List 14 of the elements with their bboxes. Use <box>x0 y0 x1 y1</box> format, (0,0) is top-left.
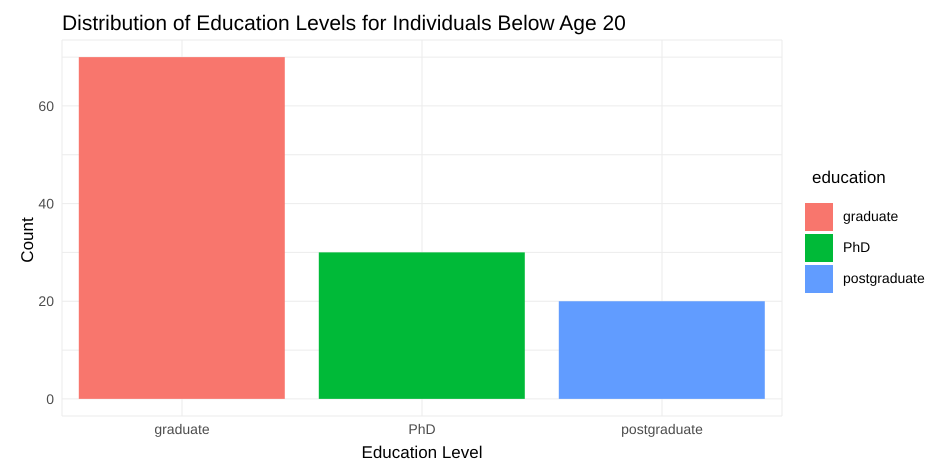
y-tick-label: 40 <box>38 196 54 212</box>
legend-label: graduate <box>843 208 898 224</box>
y-tick-label: 20 <box>38 293 54 310</box>
y-tick-label: 60 <box>38 98 54 114</box>
chart-title: Distribution of Education Levels for Individuals Below Age 20 <box>62 12 626 36</box>
x-tick-label: postgraduate <box>621 420 704 437</box>
x-axis-title: Education Level <box>360 443 484 462</box>
x-tick-label: graduate <box>154 420 210 437</box>
y-tick-label: 0 <box>46 390 54 407</box>
legend-label: PhD <box>843 239 870 255</box>
legend-label: postgraduate <box>843 270 925 286</box>
x-tick-label: PhD <box>408 420 436 437</box>
legend-title: education <box>812 168 886 188</box>
y-axis-title: Count <box>18 216 38 265</box>
